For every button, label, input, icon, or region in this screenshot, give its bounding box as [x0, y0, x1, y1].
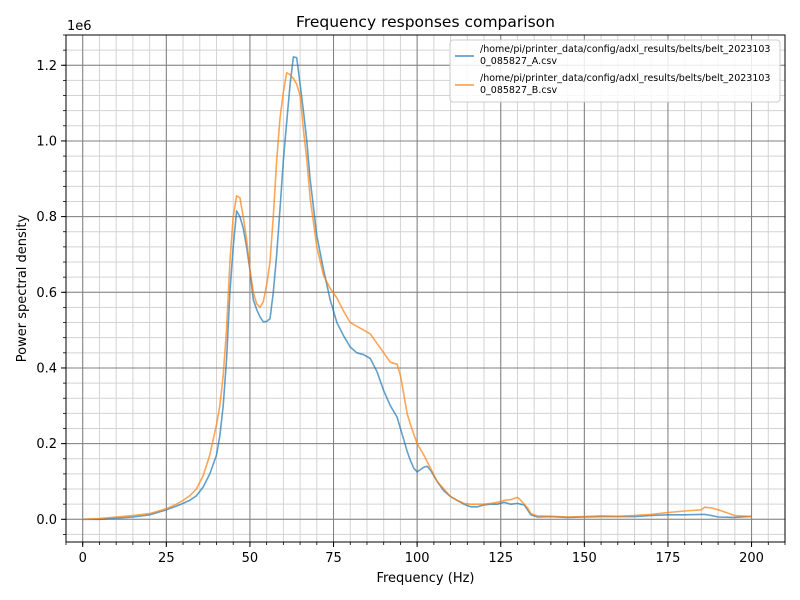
legend: /home/pi/printer_data/config/adxl_result…: [449, 39, 781, 103]
y-tick-label: 0.4: [36, 361, 57, 376]
minor-grid: [65, 34, 786, 542]
x-tick-label: 175: [656, 551, 681, 566]
y-tick-label: 0.0: [36, 513, 57, 528]
x-tick-label: 75: [325, 551, 342, 566]
chart-title: Frequency responses comparison: [296, 13, 555, 31]
plot-frame: [65, 34, 786, 543]
x-tick-label: 150: [572, 551, 597, 566]
series-line-a: [82, 56, 752, 521]
legend-label: /home/pi/printer_data/config/adxl_result…: [480, 44, 770, 55]
y-tick-label: 0.6: [36, 286, 57, 301]
y-tick-label: 0.2: [36, 437, 57, 452]
x-axis-label: Frequency (Hz): [376, 571, 474, 586]
legend-box: [449, 39, 781, 103]
series-layer: [82, 56, 752, 521]
legend-label: 0_085827_B.csv: [480, 85, 558, 96]
major-grid: [66, 35, 785, 542]
x-tick-label: 25: [158, 551, 175, 566]
y-axis-label: Power spectral density: [15, 214, 30, 362]
y-axis-offset-label: 1e6: [67, 19, 92, 34]
series-line-b: [82, 72, 752, 521]
x-tick-label: 100: [405, 551, 430, 566]
y-tick-label: 0.8: [36, 210, 57, 225]
legend-label: /home/pi/printer_data/config/adxl_result…: [480, 73, 770, 84]
x-tick-label: 0: [79, 551, 87, 566]
legend-label: 0_085827_A.csv: [480, 56, 557, 67]
y-tick-label: 1.0: [36, 134, 57, 149]
y-tick-label: 1.2: [36, 59, 57, 74]
y-axis: 0.0 0.2 0.4 0.6 0.8 1.0 1.2: [36, 34, 66, 535]
x-tick-label: 200: [739, 551, 764, 566]
x-axis: 0 25 50 75 100 125 150 175 200: [65, 542, 786, 566]
x-tick-label: 125: [488, 551, 513, 566]
x-tick-label: 50: [242, 551, 259, 566]
